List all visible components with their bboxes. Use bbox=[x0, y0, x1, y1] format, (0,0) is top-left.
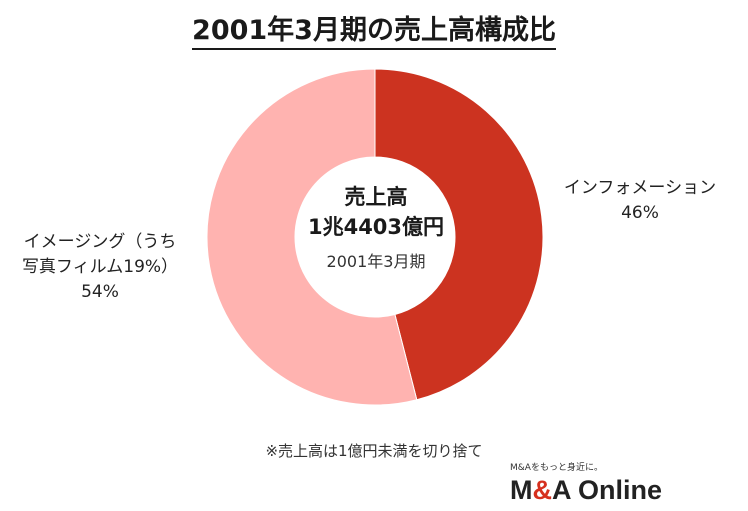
chart-title: 2001年3月期の売上高構成比 bbox=[0, 8, 748, 50]
slice-pct-imaging: 54% bbox=[81, 282, 119, 302]
slice-pct-information: 46% bbox=[621, 203, 659, 223]
brand-logo: M&Aをもっと身近に。 M&A Online bbox=[510, 462, 662, 506]
slice-name-imaging-line1: イメージング（うち bbox=[23, 232, 177, 252]
center-line-1: 売上高 bbox=[344, 185, 408, 209]
slice-name-information: インフォメーション bbox=[563, 178, 717, 198]
slice-label-imaging: イメージング（うち 写真フィルム19%） 54% bbox=[0, 230, 200, 305]
logo-wordmark: M&A Online bbox=[510, 475, 663, 505]
donut-center-text: 売上高 1兆4403億円 2001年3月期 bbox=[286, 182, 466, 274]
footnote: ※売上高は1億円未満を切り捨て bbox=[265, 442, 483, 460]
center-line-2: 1兆4403億円 bbox=[307, 215, 445, 239]
slice-information bbox=[374, 68, 544, 401]
center-line-3: 2001年3月期 bbox=[326, 252, 426, 271]
slice-label-information: インフォメーション 46% bbox=[540, 176, 740, 226]
slice-name-imaging-line2: 写真フィルム19%） bbox=[21, 257, 179, 277]
slice-imaging bbox=[206, 68, 418, 406]
logo-tagline: M&Aをもっと身近に。 bbox=[510, 463, 603, 473]
